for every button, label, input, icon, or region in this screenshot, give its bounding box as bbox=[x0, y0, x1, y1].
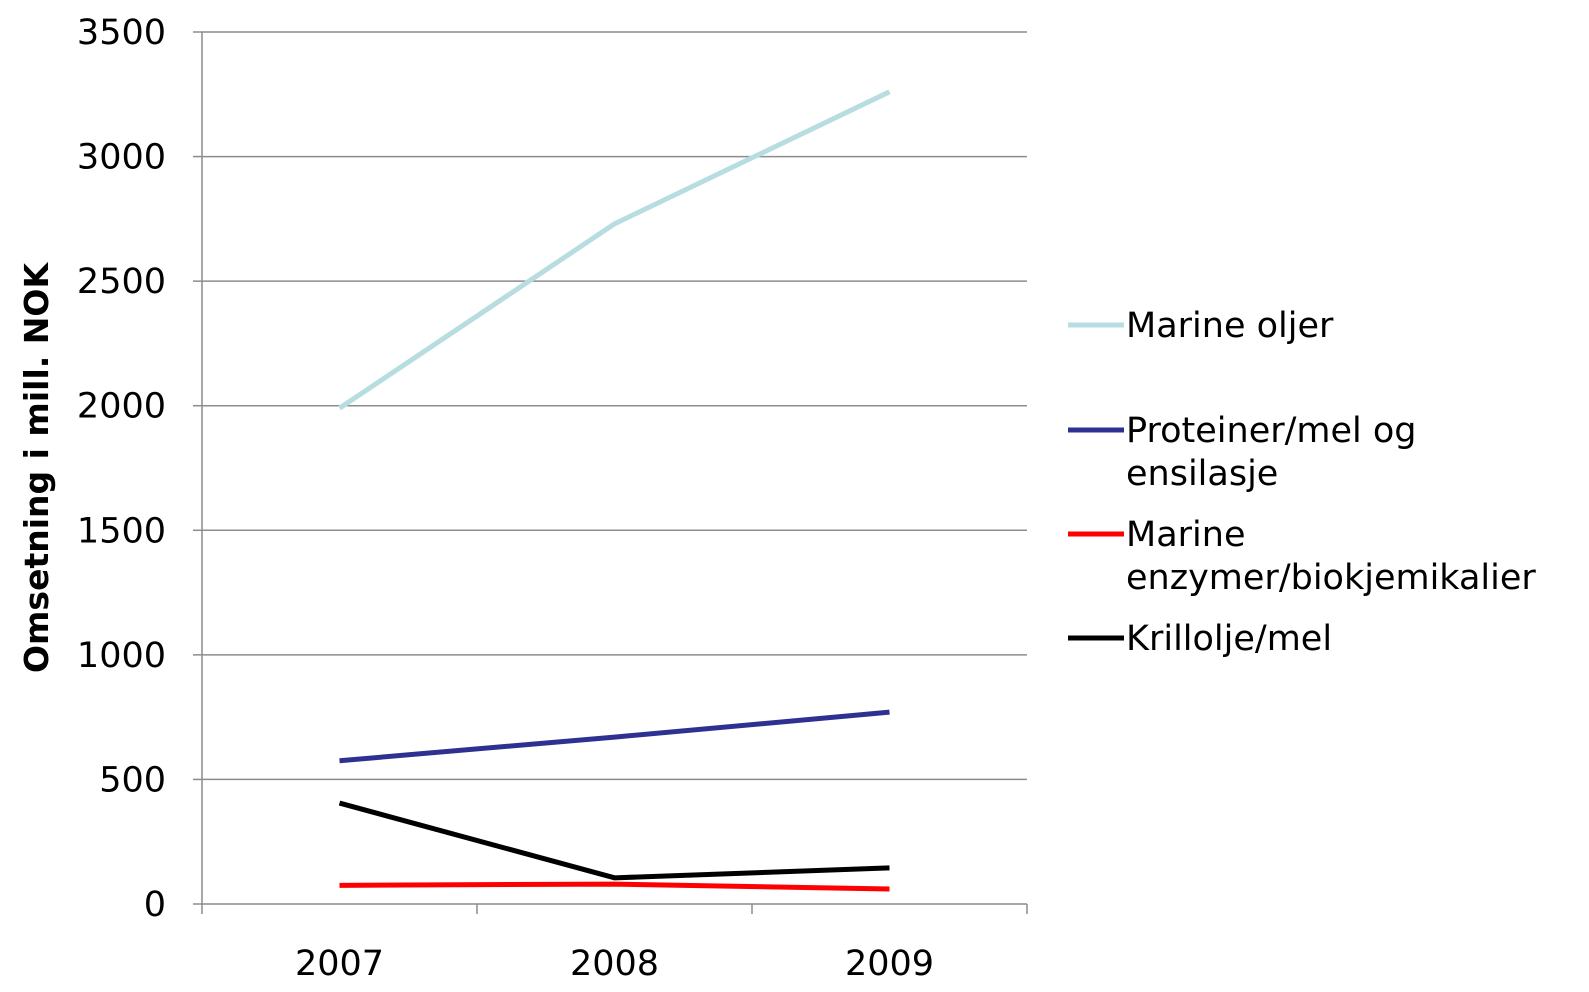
legend-label: Krillolje/mel bbox=[1126, 619, 1332, 659]
series-line-2 bbox=[339, 881, 890, 892]
series-line-0 bbox=[338, 89, 891, 411]
legend-entry: Krillolje/mel bbox=[1068, 619, 1332, 659]
legend-label: Proteiner/mel og bbox=[1126, 411, 1417, 451]
tick-labels: 0 500 1000 1500 2000 2500 3000 3500 2007 2008 2009 bbox=[77, 13, 934, 984]
legend-label: Marine oljer bbox=[1126, 306, 1334, 346]
y-tick-label: 3500 bbox=[77, 13, 166, 53]
legend-entry: Marine oljer bbox=[1068, 306, 1334, 346]
y-tick-label: 1500 bbox=[77, 511, 166, 551]
y-tick-label: 3000 bbox=[77, 138, 166, 178]
legend-label: enzymer/biokjemikalier bbox=[1126, 558, 1536, 598]
series-line-3 bbox=[338, 800, 890, 881]
y-tick-label: 2000 bbox=[77, 387, 166, 427]
y-axis-label: Omsetning i mill. NOK bbox=[17, 262, 56, 673]
series-lines bbox=[338, 89, 891, 892]
legend-label: ensilasje bbox=[1126, 454, 1278, 494]
gridlines bbox=[202, 31, 1027, 781]
y-tick-label: 0 bbox=[144, 885, 166, 925]
y-tick-label: 2500 bbox=[77, 262, 166, 302]
legend-label: Marine bbox=[1126, 515, 1245, 555]
y-tick-label: 500 bbox=[99, 760, 166, 800]
y-tick-label: 1000 bbox=[77, 636, 166, 676]
series-line-1 bbox=[339, 709, 890, 764]
x-tick-label: 2009 bbox=[845, 944, 934, 984]
x-tick-label: 2008 bbox=[570, 944, 659, 984]
x-tick-label: 2007 bbox=[295, 944, 384, 984]
axes bbox=[193, 31, 1028, 914]
